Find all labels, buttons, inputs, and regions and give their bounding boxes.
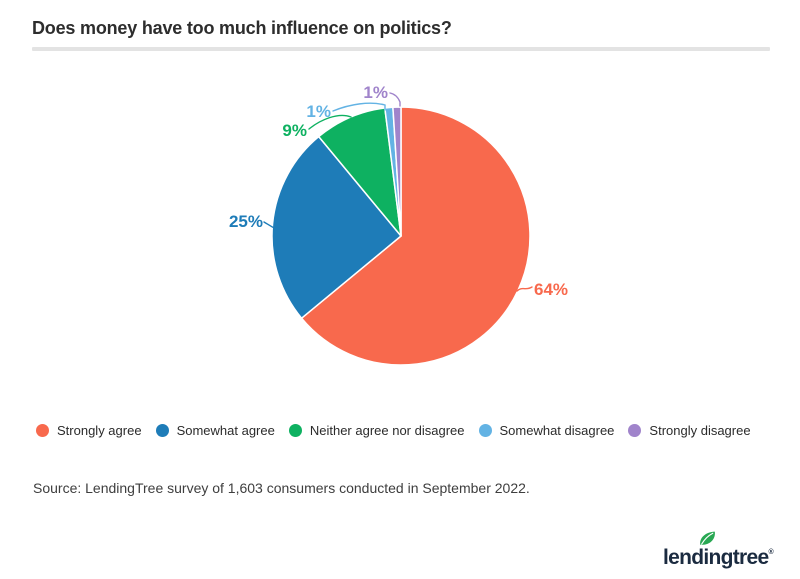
logo-wordmark: lendingtree® — [663, 546, 774, 569]
legend-dot-icon — [36, 424, 49, 437]
pie-slice-strongly-disagree — [392, 106, 402, 237]
data-label-strongly-disagree: 1% — [363, 83, 388, 102]
legend-dot-icon — [478, 424, 492, 437]
legend-item-somewhat-agree: Somewhat agree — [155, 423, 275, 438]
legend-dot-icon — [628, 424, 642, 437]
data-label-strongly-agree: 64% — [534, 280, 568, 299]
legend-item-neither-agree-nor-disagree: Neither agree nor disagree — [288, 423, 465, 438]
registered-mark: ® — [768, 549, 774, 556]
lendingtree-logo: lendingtree® — [663, 531, 775, 569]
pie-slice-somewhat-agree — [271, 135, 402, 319]
leader-line-strongly-agree — [516, 286, 533, 292]
legend-label: Strongly agree — [57, 423, 142, 438]
legend-label: Strongly disagree — [649, 423, 751, 438]
leader-line-somewhat-agree — [263, 221, 277, 230]
legend-label: Somewhat agree — [176, 423, 275, 438]
chart-legend: Strongly agree Somewhat agree Neither agre… — [36, 423, 776, 438]
legend-item-strongly-disagree: Strongly disagree — [628, 423, 751, 438]
data-label-somewhat-disagree: 1% — [306, 102, 331, 121]
leader-line-somewhat-disagree — [332, 102, 386, 112]
leader-line-neither-agree-nor-disagree — [308, 114, 352, 130]
leaf-icon — [700, 531, 715, 545]
data-label-somewhat-agree: 25% — [229, 212, 263, 231]
legend-label: Neither agree nor disagree — [309, 423, 465, 438]
leader-line-strongly-disagree — [389, 92, 401, 107]
legend-dot-icon — [288, 424, 302, 437]
legend-item-somewhat-disagree: Somewhat disagree — [478, 423, 615, 438]
data-label-neither-agree-nor-disagree: 9% — [282, 121, 307, 140]
source-note: Source: LendingTree survey of 1,603 cons… — [33, 480, 530, 496]
legend-label: Somewhat disagree — [499, 423, 615, 438]
title-divider — [32, 47, 770, 51]
legend-dot-icon — [155, 424, 169, 437]
legend-item-strongly-agree: Strongly agree — [36, 423, 142, 438]
page-title: Does money have too much influence on po… — [32, 18, 452, 38]
pie-chart: 64%25%9%1%1% — [229, 83, 568, 366]
